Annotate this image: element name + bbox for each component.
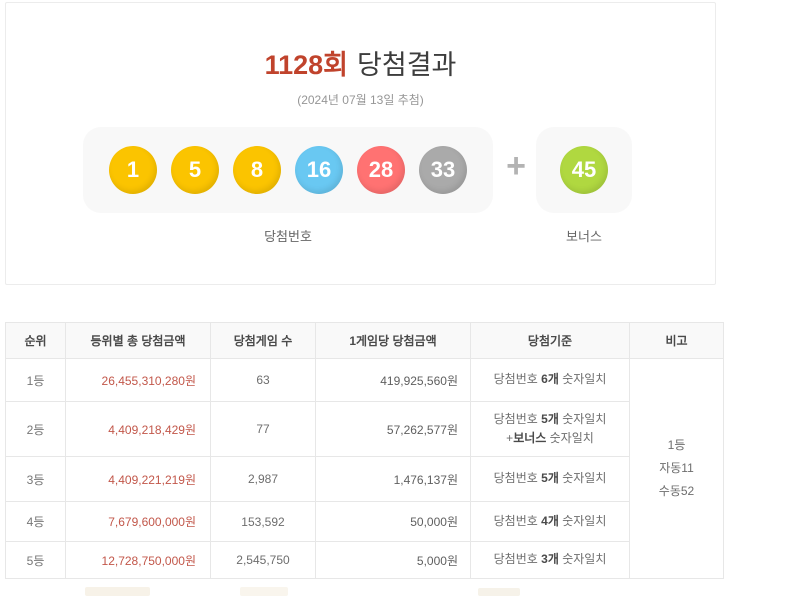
bonus-ball: 45 bbox=[560, 146, 608, 194]
draw-round-number: 1128회 bbox=[264, 50, 349, 80]
header-winning-games: 당첨게임 수 bbox=[210, 322, 316, 359]
winning-numbers-label: 당첨번호 bbox=[264, 229, 312, 244]
prize-per-game-cell: 57,262,577원 bbox=[315, 401, 471, 457]
criteria-line: 당첨번호 3개 숫자일치 bbox=[493, 552, 607, 567]
cropped-bottom-content bbox=[85, 587, 150, 596]
cropped-bottom-content bbox=[478, 588, 520, 596]
table-row: 2등 4,409,218,429원 77 57,262,577원 당첨번호 5개… bbox=[5, 401, 724, 457]
prize-per-game-cell: 1,476,137원 bbox=[315, 456, 471, 502]
criteria-cell: 당첨번호 3개 숫자일치 bbox=[470, 541, 630, 579]
criteria-line: 당첨번호 5개 숫자일치 bbox=[493, 411, 607, 426]
lotto-ball-6: 33 bbox=[419, 146, 467, 194]
winning-games-cell: 2,987 bbox=[210, 456, 316, 502]
table-row: 4등 7,679,600,000원 153,592 50,000원 당첨번호 4… bbox=[5, 501, 724, 542]
header-rank: 순위 bbox=[5, 322, 66, 359]
cropped-bottom-content bbox=[240, 587, 288, 596]
note-line: 수동52 bbox=[658, 483, 695, 498]
draw-result-card: 1128회 당첨결과 (2024년 07월 13일 추첨) 1 5 8 16 28… bbox=[5, 2, 716, 285]
bonus-number-panel: 45 bbox=[536, 127, 632, 213]
prize-per-game-cell: 50,000원 bbox=[315, 501, 471, 542]
rank-cell: 4등 bbox=[5, 501, 66, 542]
table-row: 3등 4,409,221,219원 2,987 1,476,137원 당첨번호 … bbox=[5, 456, 724, 502]
header-prize-per-game: 1게임당 당첨금액 bbox=[315, 322, 471, 359]
table-row: 5등 12,728,750,000원 2,545,750 5,000원 당첨번호… bbox=[5, 541, 724, 579]
total-prize-cell: 26,455,310,280원 bbox=[65, 358, 211, 402]
criteria-cell: 당첨번호 6개 숫자일치 bbox=[470, 358, 630, 402]
table-row: 1등 26,455,310,280원 63 419,925,560원 당첨번호 … bbox=[5, 358, 724, 579]
lotto-ball-3: 8 bbox=[233, 146, 281, 194]
winning-games-cell: 77 bbox=[210, 401, 316, 457]
prize-results-table: 순위 등위별 총 당첨금액 당첨게임 수 1게임당 당첨금액 당첨기준 비고 1… bbox=[5, 322, 724, 579]
criteria-cell: 당첨번호 5개 숫자일치 bbox=[470, 456, 630, 502]
lotto-ball-2: 5 bbox=[171, 146, 219, 194]
criteria-line: +보너스 숫자일치 bbox=[506, 431, 594, 445]
rank-cell: 3등 bbox=[5, 456, 66, 502]
note-cell: 1등 자동11 수동52 bbox=[629, 358, 724, 579]
total-prize-cell: 7,679,600,000원 bbox=[65, 501, 211, 542]
prize-per-game-cell: 419,925,560원 bbox=[315, 358, 471, 402]
total-prize-cell: 4,409,218,429원 bbox=[65, 401, 211, 457]
criteria-cell: 당첨번호 5개 숫자일치 +보너스 숫자일치 bbox=[470, 401, 630, 457]
winning-numbers-panel: 1 5 8 16 28 33 bbox=[83, 127, 493, 213]
criteria-cell: 당첨번호 4개 숫자일치 bbox=[470, 501, 630, 542]
total-prize-cell: 4,409,221,219원 bbox=[65, 456, 211, 502]
winning-games-cell: 2,545,750 bbox=[210, 541, 316, 579]
header-total-prize: 등위별 총 당첨금액 bbox=[65, 322, 211, 359]
note-line: 자동11 bbox=[659, 461, 694, 476]
bonus-label: 보너스 bbox=[566, 229, 602, 244]
header-criteria: 당첨기준 bbox=[470, 322, 630, 359]
total-prize-cell: 12,728,750,000원 bbox=[65, 541, 211, 579]
criteria-line: 당첨번호 6개 숫자일치 bbox=[493, 372, 607, 387]
plus-icon: + bbox=[506, 147, 526, 185]
rank-cell: 5등 bbox=[5, 541, 66, 579]
draw-result-title: 당첨결과 bbox=[357, 50, 457, 80]
winning-games-cell: 63 bbox=[210, 358, 316, 402]
winning-games-cell: 153,592 bbox=[210, 501, 316, 542]
criteria-line: 당첨번호 4개 숫자일치 bbox=[493, 513, 607, 528]
rank-cell: 1등 bbox=[5, 358, 66, 402]
criteria-line: 당첨번호 5개 숫자일치 bbox=[493, 471, 607, 486]
draw-date: (2024년 07월 13일 추첨) bbox=[297, 93, 424, 107]
lotto-ball-1: 1 bbox=[109, 146, 157, 194]
header-note: 비고 bbox=[629, 322, 724, 359]
rank-cell: 2등 bbox=[5, 401, 66, 457]
lotto-ball-4: 16 bbox=[295, 146, 343, 194]
note-line: 1등 bbox=[667, 438, 686, 453]
table-header-row: 순위 등위별 총 당첨금액 당첨게임 수 1게임당 당첨금액 당첨기준 비고 bbox=[5, 322, 724, 359]
lotto-ball-5: 28 bbox=[357, 146, 405, 194]
page-title: 1128회 당첨결과 bbox=[6, 3, 715, 82]
prize-per-game-cell: 5,000원 bbox=[315, 541, 471, 579]
